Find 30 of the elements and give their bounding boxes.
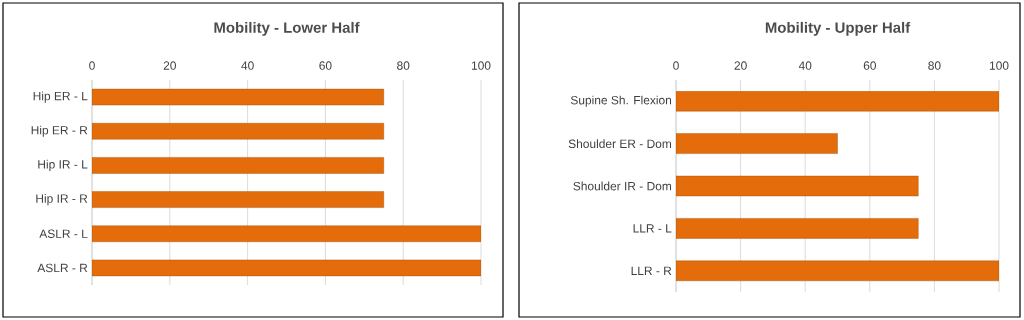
bar [676, 133, 838, 154]
x-tick-label: 20 [734, 61, 747, 70]
x-tick-label: 20 [163, 61, 176, 70]
x-tick-label: 0 [89, 61, 95, 70]
x-tick-label: 80 [397, 61, 410, 70]
bar [676, 91, 1000, 112]
x-tick-label: 60 [319, 61, 332, 70]
x-tick-label: 100 [471, 61, 491, 70]
x-tick-label: 60 [863, 61, 876, 70]
y-tick-label: LLR - R [631, 266, 672, 275]
bar [676, 260, 1000, 281]
x-tick-label: 0 [673, 61, 679, 70]
y-tick-label: Shoulder IR - Dom [573, 181, 672, 191]
x-tick-label: 100 [989, 61, 1009, 70]
y-tick-label: Hip IR - L [38, 159, 88, 171]
y-tick-label: ASLR - L [39, 229, 88, 238]
y-tick-label: Shoulder ER - Dom [568, 139, 672, 148]
bar [676, 175, 919, 197]
y-tick-label: Hip ER - L [33, 91, 88, 103]
x-tick-label: 40 [241, 61, 254, 70]
y-tick-label: Hip ER - R [31, 125, 88, 137]
y-tick-label: Hip IR - R [36, 194, 88, 206]
bar [676, 218, 919, 239]
x-tick-label: 80 [928, 61, 941, 70]
chart-title: Mobility - Upper Half [765, 21, 911, 36]
y-tick-label: LLR - L [633, 224, 672, 233]
chart-title: Mobility - Lower Half [214, 21, 360, 36]
y-tick-label: Supine Sh. Flexion [570, 95, 672, 107]
y-tick-label: ASLR - R [37, 263, 88, 273]
x-tick-label: 40 [798, 61, 812, 70]
